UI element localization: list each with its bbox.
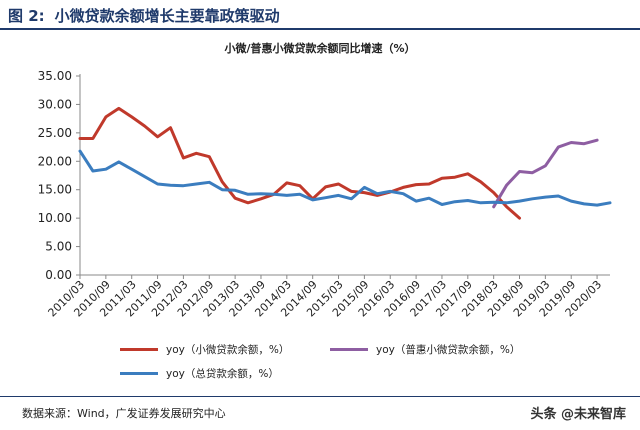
legend-item-small-micro: yoy（小微贷款余额，%） (120, 342, 289, 357)
series-line-inclusive (492, 138, 599, 209)
chart-title: 小微/普惠小微贷款余额同比增速（%） (224, 42, 416, 55)
y-tick-label: 5.00 (45, 240, 72, 254)
y-tick-label: 25.00 (38, 126, 72, 140)
y-tick-label: 15.00 (38, 183, 72, 197)
figure-title-bar: 图 2: 小微贷款余额增长主要靠政策驱动 (0, 0, 640, 30)
legend-swatch-red (120, 348, 158, 351)
legend-label-total: yoy（总贷款余额，%） (166, 368, 279, 380)
y-tick-label: 10.00 (38, 211, 72, 225)
legend-item-total: yoy（总贷款余额，%） (120, 366, 279, 381)
y-tick-label: 30.00 (38, 97, 72, 111)
series-line-small-micro (78, 106, 521, 220)
source-note: 数据来源：Wind，广发证券发展研究中心 (0, 396, 640, 430)
y-tick-label: 20.00 (38, 154, 72, 168)
series-line-total (78, 149, 612, 207)
legend-label-inclusive: yoy（普惠小微贷款余额，%） (376, 344, 521, 356)
figure-label: 图 2: (8, 7, 45, 25)
legend-swatch-purple (330, 348, 368, 351)
figure-heading: 小微贷款余额增长主要靠政策驱动 (54, 7, 280, 25)
legend-label-small-micro: yoy（小微贷款余额，%） (166, 344, 290, 356)
watermark: 头条 @未来智库 (530, 407, 626, 422)
legend-swatch-blue (120, 372, 158, 375)
legend-item-inclusive: yoy（普惠小微贷款余额，%） (330, 342, 520, 357)
y-tick-label: 0.00 (45, 268, 72, 282)
y-tick-label: 35.00 (38, 69, 72, 83)
